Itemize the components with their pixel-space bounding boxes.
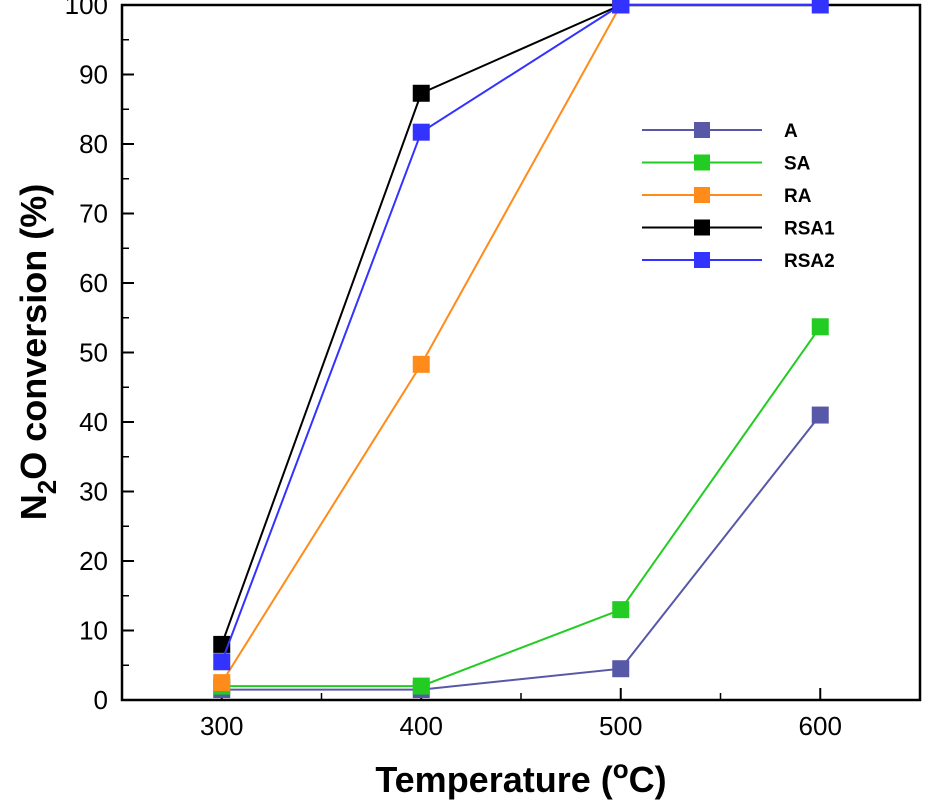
- legend-label-ra: RA: [784, 186, 812, 207]
- legend-label-rsa1: RSA1: [784, 219, 835, 240]
- x-tick-label: 300: [200, 711, 243, 741]
- legend-label-a: A: [784, 121, 798, 142]
- y-tick-label: 40: [79, 407, 108, 437]
- data-point-rsa2: [412, 123, 430, 141]
- data-point-a: [612, 660, 630, 678]
- data-point-sa: [811, 318, 829, 336]
- y-tick-label: 100: [65, 0, 108, 20]
- legend-marker-ra: [694, 187, 710, 203]
- legend-marker-a: [694, 122, 710, 138]
- series-line-sa: [221, 326, 822, 688]
- x-axis-title: Temperature (oC): [375, 754, 666, 800]
- axis-ticks: [121, 4, 921, 701]
- x-tick-label: 400: [400, 711, 443, 741]
- data-point-rsa2: [612, 0, 630, 14]
- series-line-a: [221, 414, 822, 691]
- y-tick-label: 70: [79, 199, 108, 229]
- legend-marker-rsa1: [694, 219, 710, 236]
- series-sa: [213, 318, 829, 695]
- y-tick-label: 60: [79, 268, 108, 298]
- y-tick-label: 10: [79, 616, 108, 646]
- legend-label-rsa2: RSA2: [784, 251, 835, 272]
- tick-labels: 300 400 500 600 0 10 20 30 40 50 60 70 80 90 100: [65, 0, 842, 741]
- data-point-ra: [412, 355, 430, 373]
- series-ra: [213, 0, 630, 692]
- data-point-rsa1: [412, 84, 430, 102]
- data-point-sa: [412, 677, 430, 695]
- data-point-rsa2: [213, 653, 231, 671]
- y-tick-label: 0: [94, 685, 108, 715]
- series-line-rsa2: [220, 4, 821, 663]
- y-axis-title: N2O conversion (%): [13, 184, 62, 521]
- x-tick-label: 600: [799, 711, 842, 741]
- legend-label-sa: SA: [784, 154, 811, 175]
- plot-frame: [120, 3, 922, 702]
- series-line-ra: [220, 4, 622, 684]
- data-point-a: [811, 406, 829, 424]
- legend: A SA RA RSA1 RSA2: [642, 121, 835, 272]
- x-tick-label: 500: [599, 711, 642, 741]
- series-a: [213, 406, 829, 699]
- y-tick-label: 50: [79, 338, 108, 368]
- data-point-ra: [213, 674, 231, 692]
- legend-marker-sa: [694, 154, 710, 171]
- series-rsa2: [213, 0, 829, 671]
- y-tick-label: 90: [79, 60, 108, 90]
- y-tick-label: 30: [79, 477, 108, 507]
- series-layer: [213, 0, 829, 699]
- data-point-rsa2: [811, 0, 829, 14]
- data-point-sa: [612, 601, 630, 619]
- y-tick-label: 20: [79, 546, 108, 576]
- y-tick-label: 80: [79, 129, 108, 159]
- legend-marker-rsa2: [694, 252, 710, 268]
- series-rsa1: [213, 0, 630, 653]
